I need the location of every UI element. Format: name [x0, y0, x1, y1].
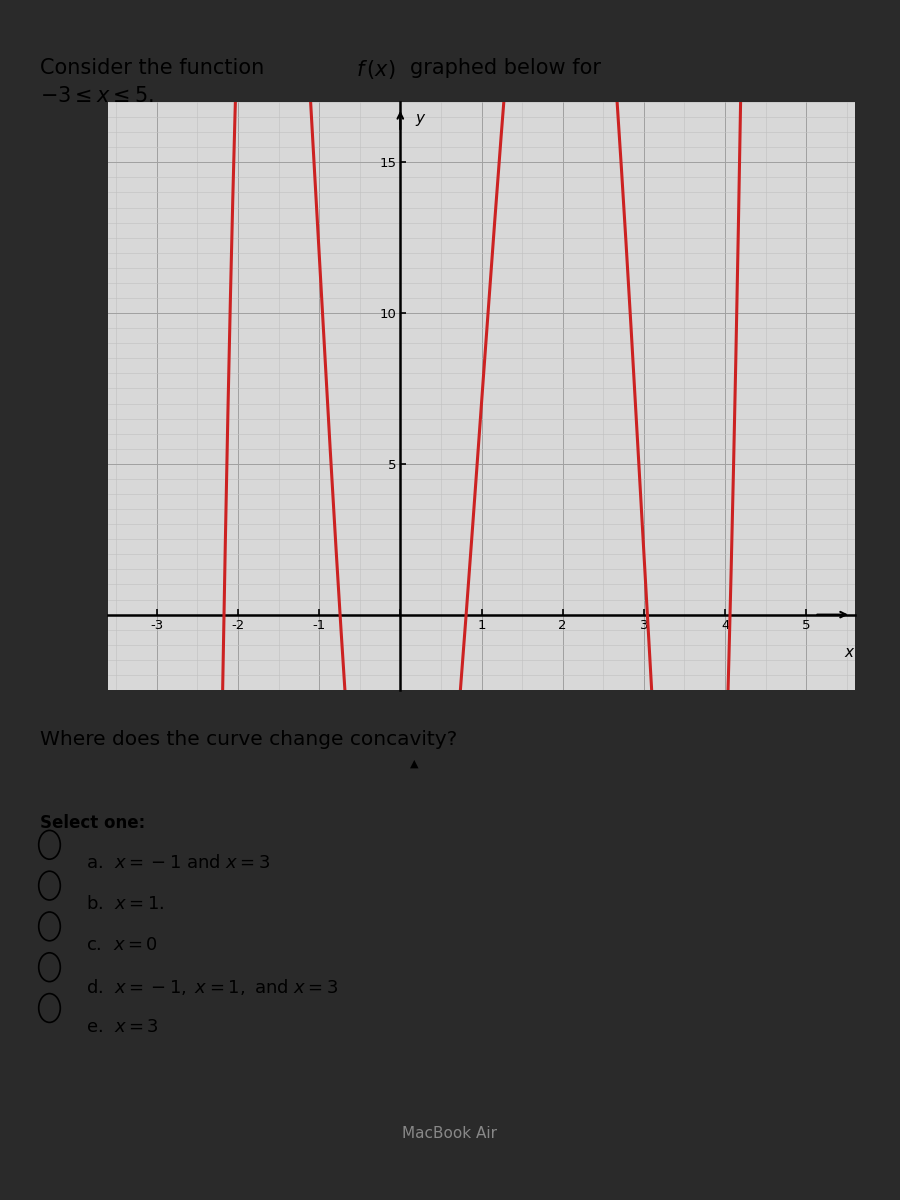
Text: $f\,(x)$: $f\,(x)$: [356, 58, 395, 80]
Text: b.  $x = 1.$: b. $x = 1.$: [86, 895, 164, 913]
Text: e.  $x = 3$: e. $x = 3$: [86, 1018, 158, 1036]
Text: x: x: [844, 644, 853, 660]
Text: Where does the curve change concavity?: Where does the curve change concavity?: [40, 730, 458, 749]
Text: graphed below for: graphed below for: [410, 58, 600, 78]
Text: c.  $x = 0$: c. $x = 0$: [86, 936, 158, 954]
Text: d.  $x = -1,\; x = 1,$ and $x = 3$: d. $x = -1,\; x = 1,$ and $x = 3$: [86, 977, 338, 997]
Text: MacBook Air: MacBook Air: [402, 1127, 498, 1141]
Text: a.  $x = -1$ and $x = 3$: a. $x = -1$ and $x = 3$: [86, 854, 270, 872]
Text: y: y: [415, 112, 424, 126]
Text: Select one:: Select one:: [40, 814, 146, 832]
Text: ▲: ▲: [410, 758, 418, 768]
Text: Consider the function: Consider the function: [40, 58, 272, 78]
Text: $-3 \leq x \leq 5.$: $-3 \leq x \leq 5.$: [40, 86, 155, 107]
